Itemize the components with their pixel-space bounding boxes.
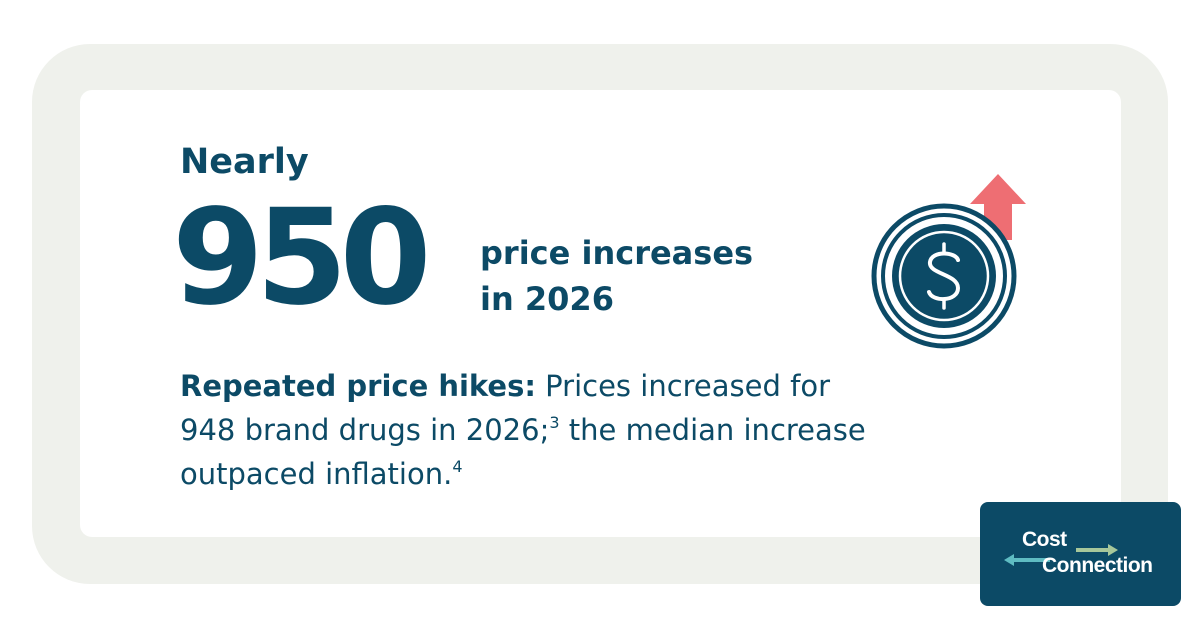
- body-line-3: outpaced inflation.4: [180, 452, 1010, 496]
- caption-line-1: price increases: [480, 234, 754, 272]
- headline-eyebrow: Nearly: [180, 142, 309, 182]
- logo-word-cost: Cost: [1022, 528, 1067, 551]
- headline-number: 950: [172, 181, 432, 335]
- body-lead: Repeated price hikes:: [180, 369, 536, 403]
- body-line-1: Repeated price hikes: Prices increased f…: [180, 364, 1010, 408]
- logo-arrows-icon: [1004, 544, 1118, 566]
- body-line-2-rest: the median increase: [559, 413, 866, 447]
- body-line-2-text: 948 brand drugs in 2026;: [180, 413, 550, 447]
- cost-connection-logo: Cost Connection: [980, 502, 1181, 606]
- headline-caption: price increases in 2026: [480, 230, 820, 322]
- body-line-2: 948 brand drugs in 2026;3 the median inc…: [180, 408, 1010, 452]
- caption-line-2: in 2026: [480, 280, 614, 318]
- body-line-3-text: outpaced inflation.: [180, 457, 453, 491]
- footnote-ref-3: 3: [549, 413, 560, 432]
- body-paragraph: Repeated price hikes: Prices increased f…: [180, 364, 1010, 496]
- logo-word-connection: Connection: [1042, 554, 1153, 577]
- body-line-1-text: Prices increased for: [535, 369, 830, 403]
- dollar-coin-icon: [871, 174, 1026, 349]
- footnote-ref-4: 4: [452, 457, 463, 476]
